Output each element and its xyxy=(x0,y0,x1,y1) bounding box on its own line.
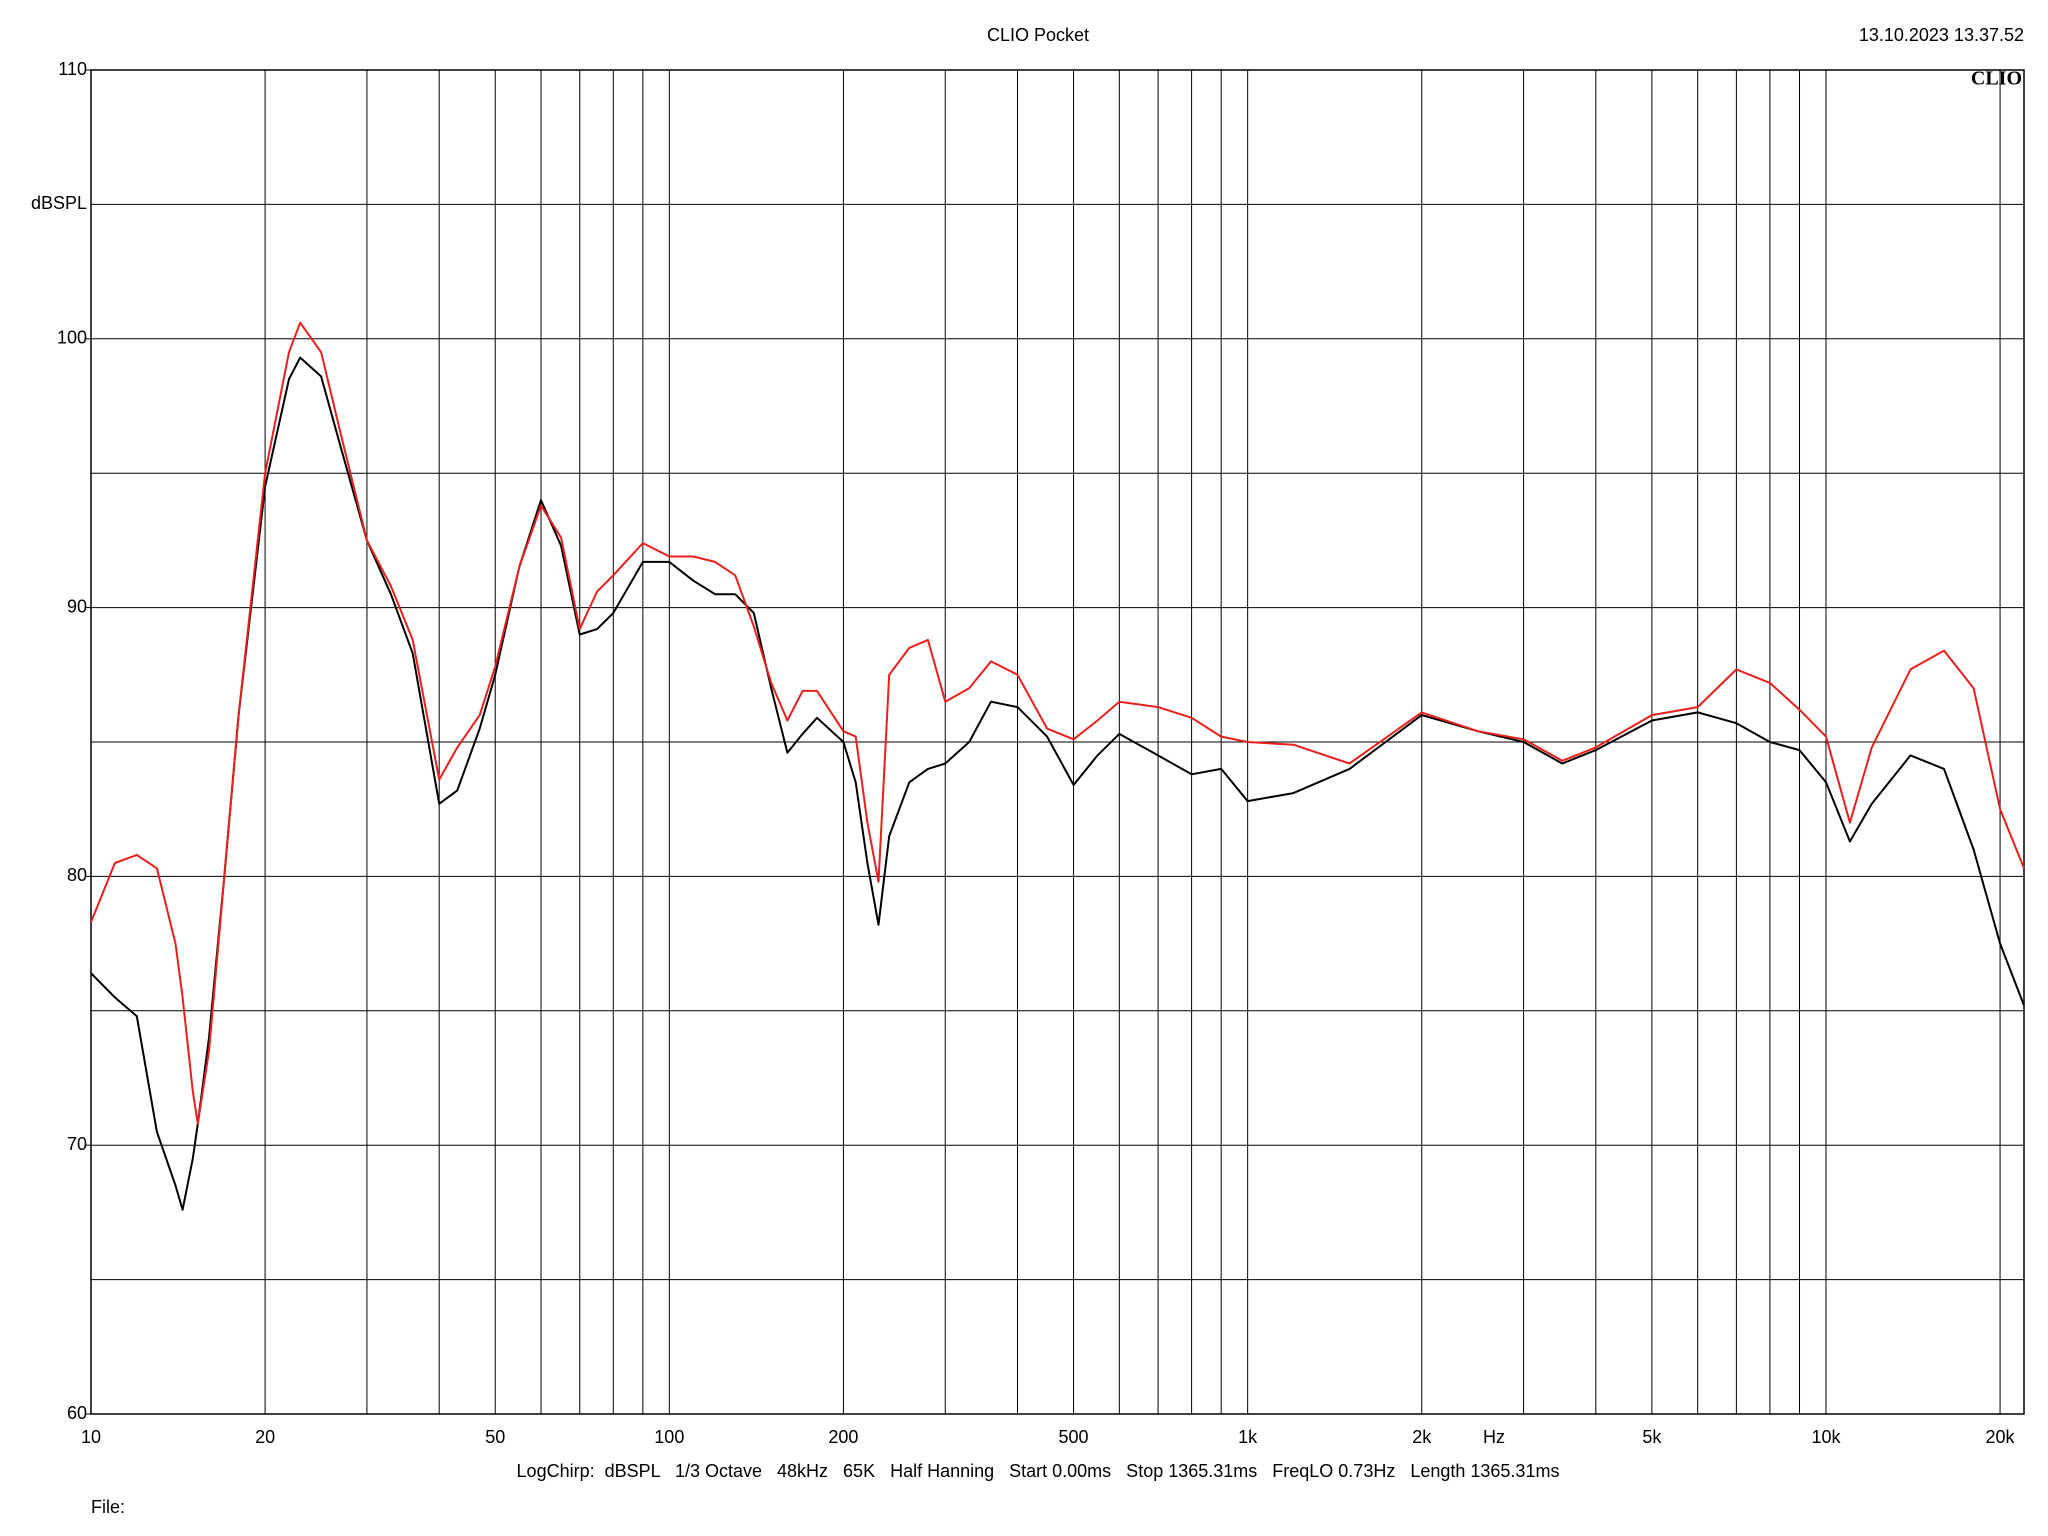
x-tick-label: 50 xyxy=(485,1427,505,1447)
chart-title: CLIO Pocket xyxy=(987,25,1089,45)
x-axis-label: Hz xyxy=(1483,1427,1505,1447)
x-tick-label: 20 xyxy=(255,1427,275,1447)
x-tick-label: 1k xyxy=(1238,1427,1258,1447)
x-tick-label: 20k xyxy=(1986,1427,2016,1447)
y-tick-label: 90 xyxy=(67,596,87,616)
x-tick-label: 5k xyxy=(1642,1427,1662,1447)
timestamp: 13.10.2023 13.37.52 xyxy=(1859,25,2024,45)
x-tick-label: 100 xyxy=(654,1427,684,1447)
y-tick-label: 70 xyxy=(67,1134,87,1154)
x-tick-label: 10k xyxy=(1811,1427,1841,1447)
y-tick-label: 100 xyxy=(57,328,87,348)
x-tick-label: 500 xyxy=(1059,1427,1089,1447)
x-tick-label: 10 xyxy=(81,1427,101,1447)
y-tick-label: 80 xyxy=(67,865,87,885)
y-tick-label: 60 xyxy=(67,1403,87,1423)
series-line xyxy=(90,321,2025,1125)
file-label: File: xyxy=(91,1497,125,1517)
plot-frame xyxy=(90,69,2025,1415)
y-axis-label: dBSPL xyxy=(31,193,87,213)
y-tick-label: 110 xyxy=(58,59,87,79)
x-tick-label: 2k xyxy=(1412,1427,1432,1447)
x-tick-label: 200 xyxy=(828,1427,858,1447)
logo: CLIO xyxy=(1971,68,2022,90)
footer: LogChirp: dBSPL 1/3 Octave 48kHz 65K Hal… xyxy=(517,1461,1560,1481)
series-line xyxy=(90,356,2025,1211)
